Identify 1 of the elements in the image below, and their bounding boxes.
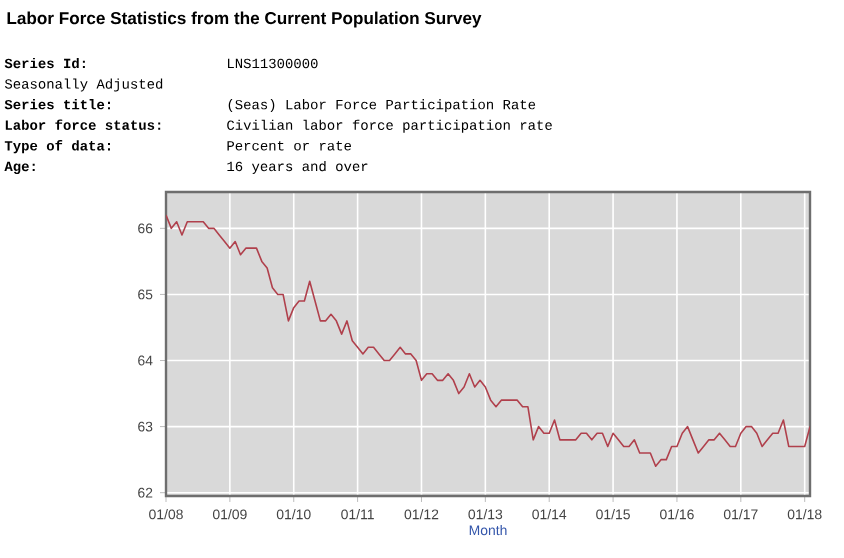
chart-title: Labor Force Statistics from the Current Population Survey	[7, 11, 482, 28]
